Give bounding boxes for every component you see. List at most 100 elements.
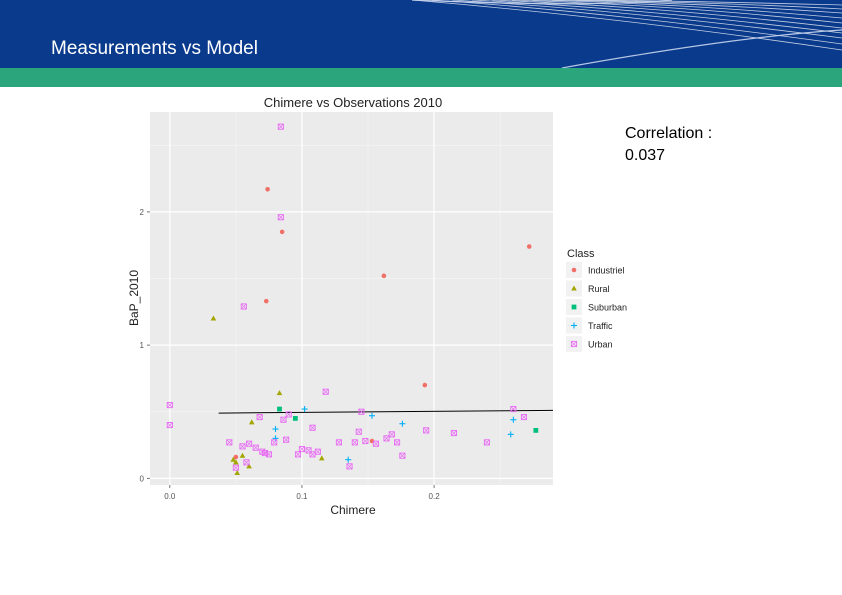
legend-key-rural	[571, 285, 577, 291]
legend-label-rural: Rural	[588, 284, 610, 294]
point-rural	[248, 419, 255, 425]
point-urban	[314, 448, 321, 455]
point-urban	[294, 451, 302, 458]
point-industriel	[381, 273, 387, 279]
point-urban	[261, 449, 269, 457]
point-rural	[233, 459, 239, 465]
legend-title: Class	[567, 248, 595, 260]
correlation-label: Correlation :	[625, 125, 713, 142]
legend-label-traffic: Traffic	[588, 321, 613, 331]
point-traffic	[272, 435, 279, 442]
fit-line-layer	[218, 409, 554, 414]
x-tick-label: 0.0	[164, 492, 176, 501]
slide-title: Measurements vs Model	[51, 38, 258, 59]
y-axis-label: BaP_2010	[127, 270, 141, 326]
point-urban	[510, 406, 517, 413]
point-urban	[358, 408, 365, 415]
point-urban	[335, 439, 342, 446]
point-industriel	[263, 298, 269, 304]
legend-label-industriel: Industriel	[588, 266, 625, 276]
point-urban	[346, 463, 353, 470]
point-traffic	[510, 416, 517, 423]
point-urban	[256, 414, 263, 421]
point-urban	[298, 445, 306, 453]
point-urban	[166, 422, 173, 429]
point-traffic	[345, 456, 352, 463]
point-urban	[520, 414, 527, 421]
slide-header: Measurements vs Model	[0, 0, 842, 68]
point-urban	[394, 439, 401, 446]
point-urban	[243, 459, 250, 466]
point-rural	[246, 463, 252, 469]
point-industriel	[279, 229, 285, 235]
point-suburban	[277, 406, 282, 412]
point-urban	[423, 427, 430, 434]
chart-title: Chimere vs Observations 2010	[264, 95, 442, 110]
data-points	[166, 123, 539, 476]
accent-band	[0, 68, 842, 87]
point-urban	[322, 388, 329, 395]
point-urban	[285, 411, 292, 418]
point-urban	[271, 439, 278, 446]
point-urban	[355, 428, 362, 435]
point-industriel	[526, 244, 532, 249]
point-traffic	[399, 420, 406, 427]
point-urban	[246, 440, 253, 447]
point-urban	[450, 429, 457, 437]
correlation-box: Correlation : 0.037	[625, 123, 712, 167]
point-urban	[226, 439, 233, 446]
point-urban	[283, 436, 290, 443]
plot-panel	[150, 112, 553, 485]
legend-key-traffic	[571, 322, 577, 329]
point-urban	[239, 443, 246, 450]
scatter-chart: Chimere vs Observations 2010 0.0 0.1 0.2 0 1…	[127, 95, 627, 517]
point-urban	[388, 431, 395, 438]
grid-lines	[150, 112, 553, 485]
legend-key-industriel	[571, 267, 577, 273]
point-rural	[230, 456, 237, 462]
point-urban	[305, 447, 312, 454]
point-industriel	[422, 382, 428, 388]
legend-label-suburban: Suburban	[588, 303, 627, 313]
correlation-value: 0.037	[625, 147, 666, 164]
point-traffic	[272, 426, 279, 433]
x-tick-label: 0.2	[429, 492, 441, 501]
point-rural	[234, 470, 241, 476]
point-industriel	[265, 186, 270, 192]
y-tick-label: 0	[140, 474, 145, 483]
x-tick-label: 0.1	[296, 492, 308, 501]
point-urban	[383, 435, 390, 442]
point-urban	[372, 440, 379, 447]
point-urban	[309, 424, 316, 431]
point-industriel	[233, 454, 239, 460]
point-traffic	[368, 412, 375, 419]
point-traffic	[301, 406, 308, 413]
axis-ticks: 0.0 0.1 0.2 0 1 2	[140, 208, 441, 501]
y-tick-label: 1	[140, 341, 145, 350]
header-swoosh-graphic	[412, 0, 842, 68]
legend-label-urban: Urban	[588, 340, 613, 350]
point-suburban	[292, 415, 298, 421]
point-rural	[276, 390, 283, 396]
point-urban	[166, 402, 173, 409]
point-urban	[399, 452, 406, 459]
x-axis-label: Chimere	[330, 503, 376, 517]
point-urban	[362, 437, 369, 445]
point-traffic	[507, 431, 514, 438]
legend-key-suburban	[571, 304, 577, 310]
point-rural	[239, 452, 246, 458]
point-rural	[318, 455, 325, 461]
point-urban	[252, 444, 259, 451]
point-urban	[351, 439, 358, 446]
y-tick-label: 2	[140, 208, 145, 217]
legend: Class Industriel Rural Suburban Traffic Urba…	[566, 248, 627, 352]
point-urban	[232, 464, 239, 471]
point-urban	[280, 416, 287, 423]
point-urban	[277, 214, 284, 221]
regression-line	[218, 409, 554, 414]
legend-key-urban	[570, 340, 578, 348]
point-urban	[240, 303, 247, 310]
point-suburban	[533, 427, 539, 433]
point-rural	[210, 315, 217, 321]
point-urban	[277, 123, 284, 130]
